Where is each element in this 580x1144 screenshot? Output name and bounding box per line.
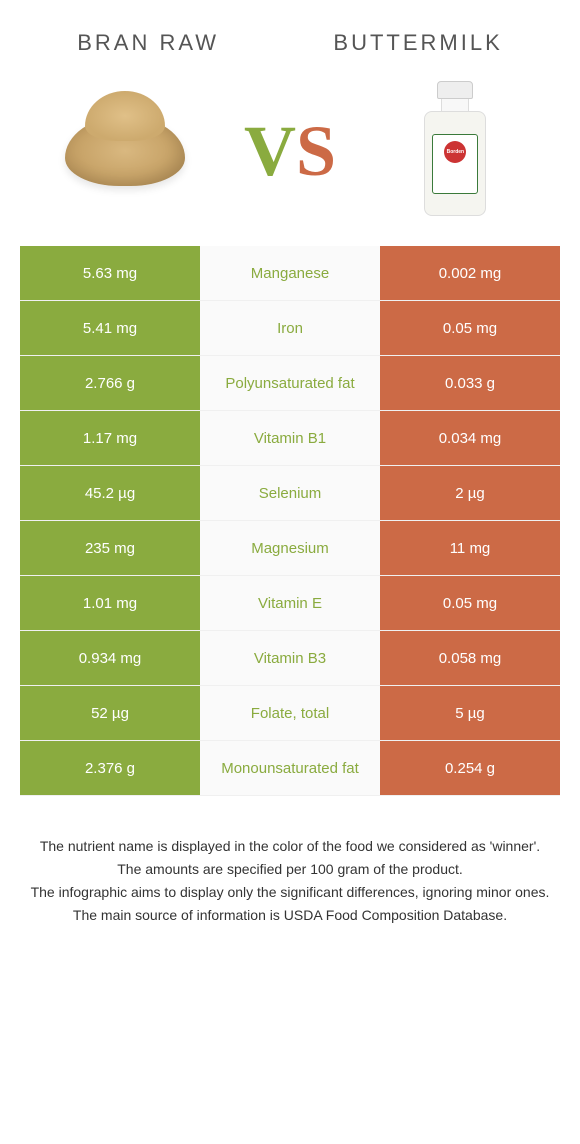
nutrient-label: Vitamin B1 <box>200 411 380 465</box>
nutrient-table: 5.63 mgManganese0.002 mg5.41 mgIron0.05 … <box>20 246 560 796</box>
right-value: 11 mg <box>380 521 560 575</box>
right-value: 0.002 mg <box>380 246 560 300</box>
nutrient-label: Manganese <box>200 246 380 300</box>
table-row: 0.934 mgVitamin B30.058 mg <box>20 631 560 686</box>
footer-line-4: The main source of information is USDA F… <box>30 905 550 926</box>
buttermilk-image: Borden <box>385 86 525 216</box>
bottle-brand: Borden <box>444 141 466 163</box>
buttermilk-bottle-icon: Borden <box>420 81 490 221</box>
bran-pile-icon <box>65 116 185 186</box>
left-value: 235 mg <box>20 521 200 575</box>
right-value: 2 µg <box>380 466 560 520</box>
right-value: 0.058 mg <box>380 631 560 685</box>
nutrient-label: Iron <box>200 301 380 355</box>
table-row: 2.376 gMonounsaturated fat0.254 g <box>20 741 560 796</box>
right-value: 0.034 mg <box>380 411 560 465</box>
right-value: 0.05 mg <box>380 576 560 630</box>
nutrient-label: Vitamin E <box>200 576 380 630</box>
table-row: 5.41 mgIron0.05 mg <box>20 301 560 356</box>
left-value: 2.376 g <box>20 741 200 795</box>
left-value: 5.41 mg <box>20 301 200 355</box>
footer-notes: The nutrient name is displayed in the co… <box>0 796 580 948</box>
left-value: 1.01 mg <box>20 576 200 630</box>
vs-v: V <box>244 111 296 191</box>
nutrient-label: Polyunsaturated fat <box>200 356 380 410</box>
vs-label: VS <box>244 110 336 193</box>
left-value: 0.934 mg <box>20 631 200 685</box>
nutrient-label: Monounsaturated fat <box>200 741 380 795</box>
header: Bran raw Buttermilk <box>0 0 580 66</box>
table-row: 2.766 gPolyunsaturated fat0.033 g <box>20 356 560 411</box>
footer-line-1: The nutrient name is displayed in the co… <box>30 836 550 857</box>
table-row: 235 mgMagnesium11 mg <box>20 521 560 576</box>
table-row: 1.01 mgVitamin E0.05 mg <box>20 576 560 631</box>
right-value: 0.254 g <box>380 741 560 795</box>
nutrient-label: Magnesium <box>200 521 380 575</box>
left-food-title: Bran raw <box>77 30 219 56</box>
table-row: 5.63 mgManganese0.002 mg <box>20 246 560 301</box>
table-row: 52 µgFolate, total5 µg <box>20 686 560 741</box>
left-value: 1.17 mg <box>20 411 200 465</box>
table-row: 45.2 µgSelenium2 µg <box>20 466 560 521</box>
nutrient-label: Selenium <box>200 466 380 520</box>
nutrient-label: Folate, total <box>200 686 380 740</box>
left-value: 2.766 g <box>20 356 200 410</box>
nutrient-label: Vitamin B3 <box>200 631 380 685</box>
right-value: 0.05 mg <box>380 301 560 355</box>
table-row: 1.17 mgVitamin B10.034 mg <box>20 411 560 466</box>
vs-s: S <box>296 111 336 191</box>
bran-image <box>55 86 195 216</box>
visual-row: VS Borden <box>0 66 580 246</box>
left-value: 52 µg <box>20 686 200 740</box>
footer-line-3: The infographic aims to display only the… <box>30 882 550 903</box>
left-value: 45.2 µg <box>20 466 200 520</box>
right-value: 0.033 g <box>380 356 560 410</box>
footer-line-2: The amounts are specified per 100 gram o… <box>30 859 550 880</box>
right-food-title: Buttermilk <box>333 30 502 56</box>
left-value: 5.63 mg <box>20 246 200 300</box>
right-value: 5 µg <box>380 686 560 740</box>
